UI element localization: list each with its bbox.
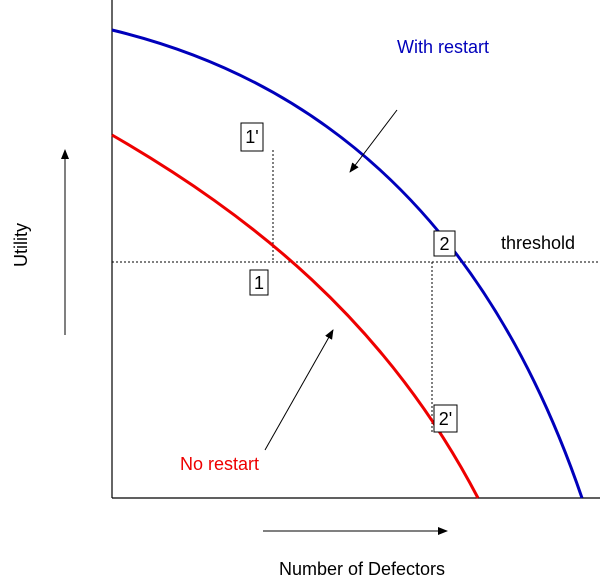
y-axis-label: Utility (11, 223, 31, 267)
with-restart-curve (111, 28, 584, 499)
point-label: 2' (439, 409, 452, 429)
no-restart-label: No restart (180, 454, 259, 474)
with-restart-arrow (349, 109, 398, 173)
with-restart-label: With restart (397, 37, 489, 57)
no-restart-arrow (264, 329, 334, 451)
x-axis-label: Number of Defectors (279, 559, 445, 579)
point-label: 1 (254, 273, 264, 293)
frame (111, 0, 600, 499)
guides (112, 150, 600, 432)
point-label: 2 (439, 234, 449, 254)
point-boxes (240, 122, 458, 433)
threshold-label: threshold (501, 233, 575, 253)
no-restart-curve (111, 133, 480, 499)
point-label: 1' (245, 127, 258, 147)
